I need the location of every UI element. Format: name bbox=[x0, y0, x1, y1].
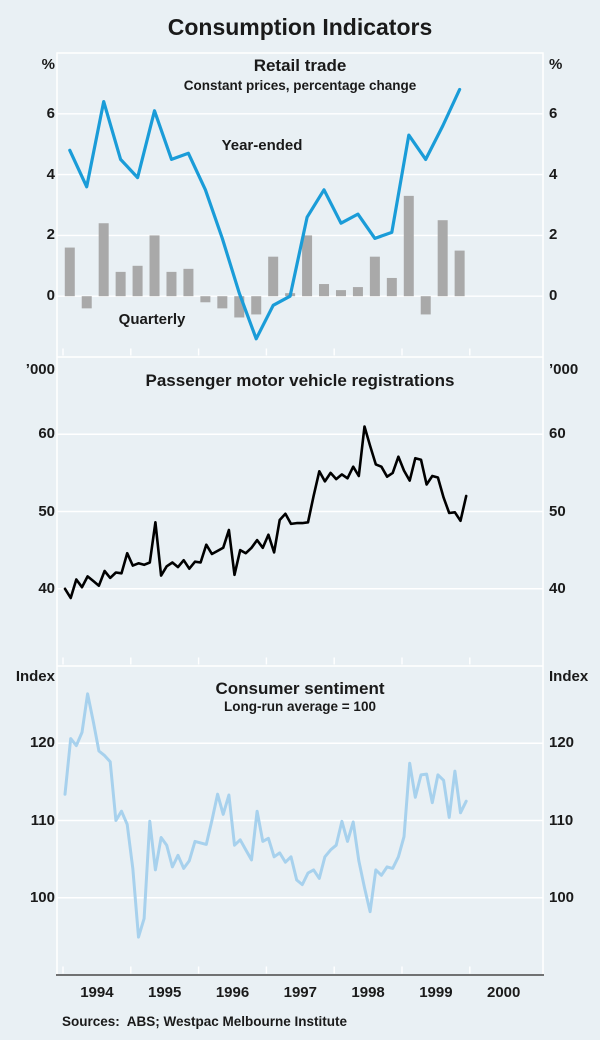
y-tick-label-left: 50 bbox=[38, 502, 55, 520]
y-tick-label-right: 50 bbox=[549, 502, 566, 520]
quarterly-bar bbox=[335, 290, 346, 297]
y-tick-label-right: 60 bbox=[549, 425, 566, 443]
panel2-unit-left: ’000 bbox=[25, 361, 55, 378]
quarterly-bar bbox=[132, 265, 143, 297]
y-tick-label-right: 0 bbox=[549, 287, 558, 305]
quarterly-bar bbox=[251, 296, 262, 315]
x-axis-year-label: 1998 bbox=[351, 984, 385, 1001]
panel1-unit-right: % bbox=[549, 56, 563, 73]
quarterly-bar bbox=[149, 235, 160, 297]
x-axis-year-label: 1999 bbox=[419, 984, 453, 1001]
quarterly-bar bbox=[268, 256, 279, 297]
y-tick-label-right: 40 bbox=[549, 579, 566, 597]
y-tick-label-left: 100 bbox=[29, 888, 55, 906]
x-axis-year-label: 1995 bbox=[148, 984, 182, 1001]
y-tick-label-right: 2 bbox=[549, 226, 558, 244]
panel3-subtitle: Long-run average = 100 bbox=[224, 699, 376, 714]
panel3-unit-left: Index bbox=[15, 668, 55, 685]
page-title: Consumption Indicators bbox=[167, 14, 433, 40]
quarterly-bar bbox=[166, 271, 177, 297]
y-tick-label-right: 120 bbox=[549, 734, 575, 752]
y-tick-label-left: 110 bbox=[30, 811, 55, 829]
quarterly-bar bbox=[183, 268, 194, 297]
quarterly-bar bbox=[115, 271, 126, 297]
x-axis-year-label: 1997 bbox=[283, 984, 317, 1001]
quarterly-bar bbox=[319, 284, 330, 297]
quarterly-bar bbox=[98, 223, 109, 297]
quarterly-bar bbox=[64, 247, 75, 297]
quarterly-bar bbox=[386, 277, 397, 297]
x-axis-year-label: 2000 bbox=[487, 984, 521, 1001]
panel3-title: Consumer sentiment bbox=[215, 679, 385, 698]
quarterly-bar bbox=[200, 296, 211, 303]
series-line-registrations bbox=[63, 425, 468, 600]
quarterly-bar bbox=[234, 296, 245, 318]
quarterly-bar bbox=[217, 296, 228, 309]
y-tick-label-left: 4 bbox=[46, 165, 55, 183]
quarterly-bar bbox=[302, 235, 313, 297]
panel2-unit-right: ’000 bbox=[549, 361, 579, 378]
y-tick-label-left: 60 bbox=[38, 425, 55, 443]
series-line-sentiment bbox=[63, 692, 468, 939]
quarterly-bar bbox=[437, 220, 448, 297]
quarterly-bar bbox=[352, 287, 363, 297]
quarterly-bar bbox=[420, 296, 431, 315]
x-axis-year-label: 1996 bbox=[215, 984, 250, 1001]
panel1-unit-left: % bbox=[41, 56, 55, 73]
y-tick-label-right: 100 bbox=[549, 888, 575, 906]
y-tick-label-right: 6 bbox=[549, 104, 558, 122]
series-line-retail bbox=[68, 87, 462, 341]
y-tick-label-left: 0 bbox=[46, 287, 55, 305]
quarterly-bar bbox=[81, 296, 92, 309]
source-note: Sources: ABS; Westpac Melbourne Institut… bbox=[62, 1014, 348, 1029]
y-tick-label-right: 4 bbox=[549, 165, 558, 183]
x-axis-year-label: 1994 bbox=[80, 984, 114, 1001]
quarterly-bar bbox=[454, 250, 465, 297]
y-tick-label-right: 110 bbox=[549, 811, 574, 829]
y-tick-label-left: 120 bbox=[29, 734, 55, 752]
series-label-quarterly: Quarterly bbox=[118, 311, 186, 328]
y-tick-label-left: 6 bbox=[46, 104, 55, 122]
panel1-title: Retail trade bbox=[253, 56, 347, 75]
panel1-subtitle: Constant prices, percentage change bbox=[183, 78, 417, 93]
series-label-year-ended: Year-ended bbox=[221, 137, 303, 154]
y-tick-label-left: 40 bbox=[38, 579, 55, 597]
y-tick-label-left: 2 bbox=[46, 226, 55, 244]
panel2-title: Passenger motor vehicle registrations bbox=[145, 371, 455, 390]
quarterly-bar bbox=[369, 256, 380, 297]
quarterly-bar bbox=[403, 195, 414, 297]
panel3-unit-right: Index bbox=[549, 668, 589, 685]
